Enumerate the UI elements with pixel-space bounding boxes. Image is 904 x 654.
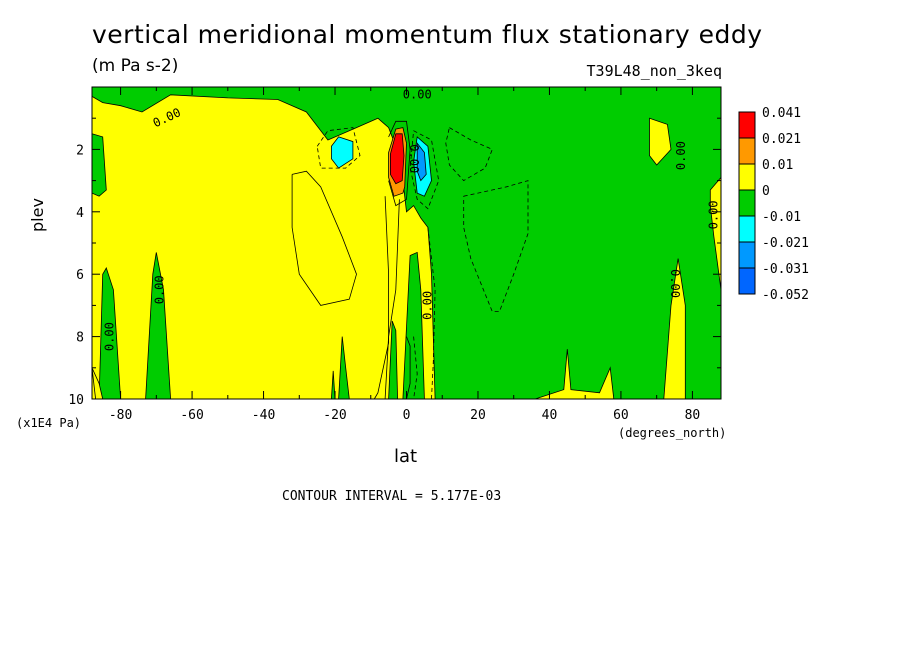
contour-line-positive xyxy=(406,336,411,400)
field-region-green xyxy=(91,86,722,400)
x-tick-label: -60 xyxy=(180,408,203,423)
run-name: T39L48_non_3keq xyxy=(586,62,722,80)
y-tick-label: 6 xyxy=(76,268,84,283)
legend-label: 0.041 xyxy=(762,106,801,121)
x-tick-label: -40 xyxy=(252,408,275,423)
y-tick-label: 2 xyxy=(76,143,84,158)
contour-label: 0.00 xyxy=(674,141,688,170)
contour-label: 0.00 xyxy=(668,269,682,298)
legend-label: 0.021 xyxy=(762,132,801,147)
y-axis-unit: (x1E4 Pa) xyxy=(16,416,82,430)
contour-line-positive xyxy=(384,199,400,400)
legend-label: -0.021 xyxy=(762,236,809,251)
contour-interval-note: CONTOUR INTERVAL = 5.177E-03 xyxy=(282,489,502,504)
field-region-yellow xyxy=(709,176,722,290)
x-tick-label: 40 xyxy=(542,408,558,423)
contour-label: 0.00 xyxy=(403,87,432,101)
contour-label: 0.00 xyxy=(407,144,421,173)
legend-swatch xyxy=(738,267,756,295)
x-tick-label: -80 xyxy=(109,408,132,423)
legend-swatch xyxy=(738,215,756,243)
legend-swatch xyxy=(738,137,756,165)
contour-label: 0.00 xyxy=(420,291,434,320)
legend-label: -0.031 xyxy=(762,262,809,277)
contour-label: 0.00 xyxy=(102,322,116,351)
contour-line-positive xyxy=(291,170,357,306)
y-tick-label: 8 xyxy=(76,331,84,346)
x-axis-label: lat xyxy=(394,446,418,467)
legend-swatch xyxy=(738,241,756,269)
contour-line-positive xyxy=(388,120,411,207)
x-axis-unit: (degrees_north) xyxy=(618,426,727,440)
contour-line-negative xyxy=(427,227,436,400)
x-tick-label: 0 xyxy=(403,408,411,423)
field-region-yellow xyxy=(649,117,672,166)
x-tick-label: 80 xyxy=(685,408,701,423)
contour-line-negative xyxy=(463,180,529,313)
y-tick-label: 10 xyxy=(68,393,84,408)
contour-line-negative xyxy=(316,127,361,169)
chart-title: vertical meridional momentum flux statio… xyxy=(92,20,763,49)
x-tick-label: -20 xyxy=(323,408,346,423)
field-region-blue xyxy=(416,142,427,182)
legend-label: 0 xyxy=(762,184,770,199)
legend-label: 0.01 xyxy=(762,158,793,173)
contour-line-negative xyxy=(409,130,440,210)
x-tick-label: 60 xyxy=(613,408,629,423)
field-region-red xyxy=(389,133,405,185)
contour-label: 0.00 xyxy=(152,275,166,304)
contour-line-negative xyxy=(413,336,418,400)
contour-line-negative xyxy=(445,127,493,182)
y-tick-label: 4 xyxy=(76,206,84,221)
legend-swatch xyxy=(738,163,756,191)
legend-label: -0.052 xyxy=(762,288,809,303)
legend-swatch xyxy=(738,111,756,139)
legend-swatch xyxy=(738,189,756,217)
chart-units: (m Pa s-2) xyxy=(92,56,179,76)
contour-label: 0.00 xyxy=(706,200,720,229)
legend-label: -0.01 xyxy=(762,210,801,225)
x-tick-label: 20 xyxy=(470,408,486,423)
field-region-cyan xyxy=(330,136,354,169)
